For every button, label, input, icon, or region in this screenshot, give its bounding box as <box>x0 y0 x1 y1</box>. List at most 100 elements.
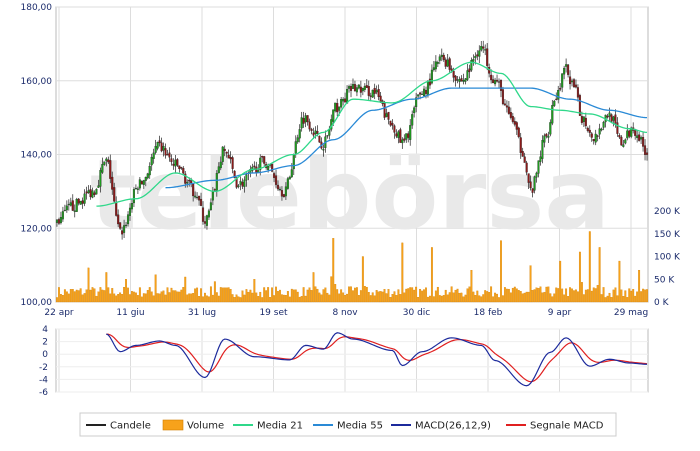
volume-bar <box>614 287 617 303</box>
candle-body <box>87 190 90 193</box>
macd-line <box>106 332 648 387</box>
volume-bar <box>273 295 275 303</box>
volume-bar <box>365 286 368 303</box>
candle-body <box>306 115 309 123</box>
volume-bar <box>409 287 412 303</box>
candle-body <box>166 154 169 156</box>
candle-body <box>97 185 100 188</box>
volume-bar <box>117 294 120 303</box>
volume-bar <box>332 238 335 303</box>
volume-bar <box>539 286 542 303</box>
volume-bar <box>119 292 122 303</box>
volume-bar <box>249 289 252 303</box>
candle-body <box>470 60 473 71</box>
volume-bar <box>642 288 645 303</box>
volume-bar <box>584 289 587 303</box>
candle-body <box>75 199 78 212</box>
volume-bar <box>492 296 495 303</box>
volume-bar <box>618 260 621 303</box>
candle-body <box>517 127 520 138</box>
candle-body <box>393 125 396 133</box>
volume-bar <box>65 291 68 303</box>
candle-body <box>132 189 135 204</box>
candle-body <box>172 163 175 166</box>
candle-body <box>231 157 234 169</box>
candle-body <box>553 100 556 106</box>
volume-bar <box>383 289 386 303</box>
volume-bar <box>359 290 362 303</box>
volume-bar <box>296 291 299 303</box>
volume-bar <box>89 289 92 303</box>
volume-bar <box>513 286 516 303</box>
candle-body <box>286 178 289 189</box>
candle-body <box>178 165 181 170</box>
volume-bar <box>58 287 60 303</box>
volume-bar <box>482 294 485 303</box>
macd-tick-label: 4 <box>42 325 48 335</box>
volume-bar <box>182 287 185 303</box>
candle-body <box>507 106 510 114</box>
volume-bar <box>393 291 396 303</box>
candle-body <box>300 117 303 129</box>
price-tick-label: 100,00 <box>21 298 53 308</box>
candle-body <box>296 137 299 143</box>
volume-bar <box>174 290 177 303</box>
candle-body <box>539 156 542 162</box>
candle-body <box>259 157 262 170</box>
volume-bar <box>239 297 242 303</box>
legend-label: Candele <box>110 421 151 432</box>
candle-body <box>436 61 439 64</box>
volume-bar <box>620 289 623 303</box>
candle-body <box>401 139 404 144</box>
candle-body <box>409 125 412 140</box>
candle-body <box>460 78 463 82</box>
candle-body <box>426 80 430 96</box>
volume-bar <box>338 293 341 303</box>
volume-bar <box>509 292 512 303</box>
volume-bar <box>75 289 78 303</box>
candle-body <box>582 116 585 123</box>
volume-bar <box>69 289 72 303</box>
candle-body <box>318 135 321 143</box>
volume-bar <box>269 297 272 303</box>
candle-body <box>588 129 591 133</box>
volume-bar <box>357 295 360 303</box>
volume-bar <box>131 291 133 303</box>
candle-body <box>424 90 428 94</box>
candle-body <box>227 154 230 159</box>
candle-body <box>391 122 394 126</box>
volume-bar <box>573 290 575 303</box>
candle-body <box>417 94 420 97</box>
candle-body <box>156 142 159 149</box>
candle-body <box>205 215 208 226</box>
date-tick-label: 18 feb <box>474 308 503 318</box>
candle-body <box>146 173 149 179</box>
volume-bar <box>387 289 390 303</box>
volume-bar <box>279 289 281 303</box>
volume-bar <box>184 276 187 303</box>
candle-body <box>332 109 335 122</box>
volume-bar <box>610 297 613 303</box>
candle-body <box>302 118 305 124</box>
volume-bar <box>590 290 593 303</box>
volume-bar <box>83 293 86 303</box>
volume-bar <box>367 292 370 303</box>
volume-bar <box>553 293 556 303</box>
candle-body <box>273 173 276 178</box>
candle-body <box>428 78 431 86</box>
candle-body <box>628 130 631 137</box>
candle-body <box>434 61 437 70</box>
volume-bar <box>326 292 329 303</box>
candle-body <box>164 148 167 156</box>
candle-body <box>549 122 552 135</box>
volume-bar <box>198 296 201 303</box>
volume-bar <box>231 294 234 303</box>
volume-bar <box>77 290 80 303</box>
legend-box <box>79 412 617 437</box>
legend-label: Media 21 <box>257 421 303 432</box>
volume-bar <box>225 287 228 303</box>
candle-body <box>348 86 351 89</box>
candle-body <box>89 189 92 198</box>
candle-body <box>310 128 313 131</box>
volume-bar <box>476 290 479 303</box>
